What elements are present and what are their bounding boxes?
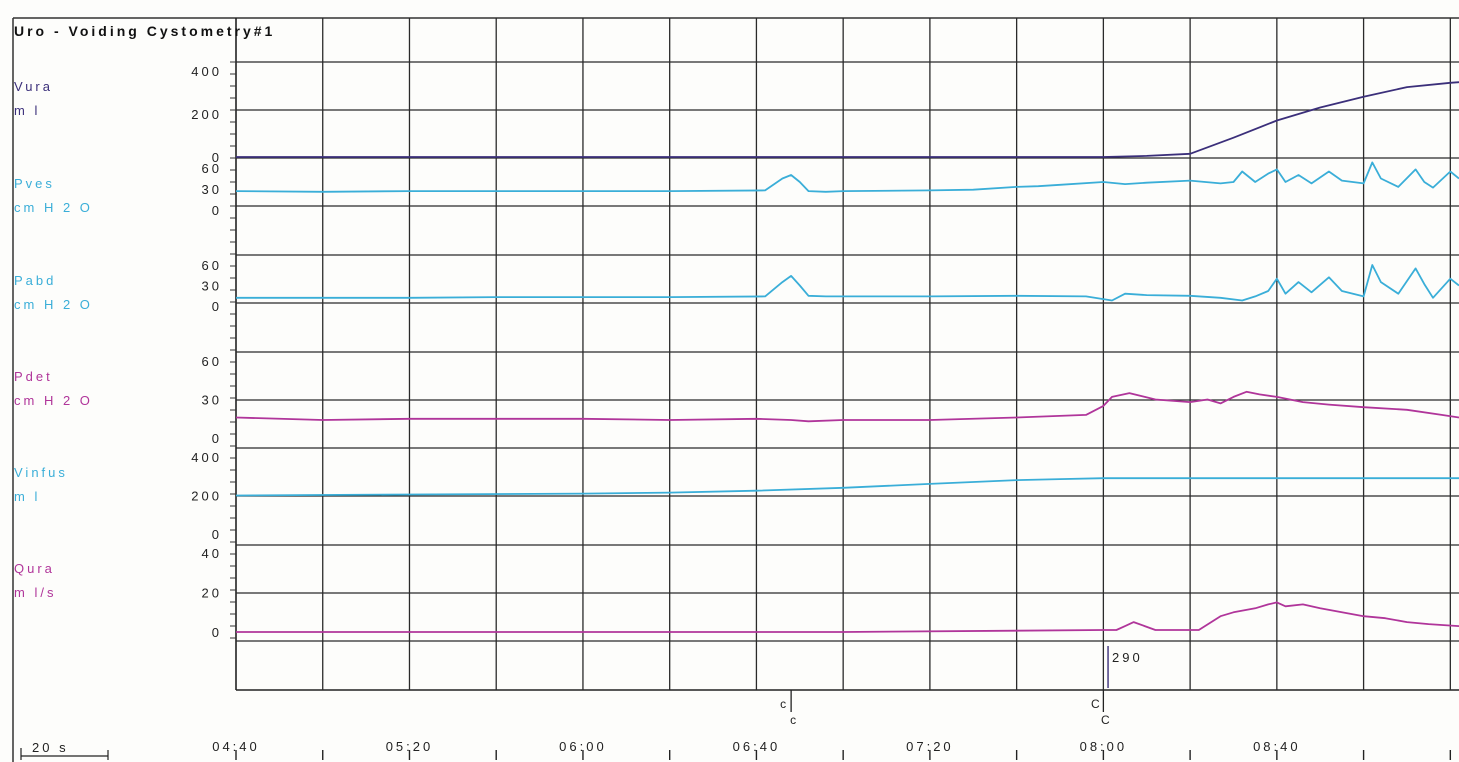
y-tick-label: 0 — [212, 203, 222, 218]
y-tick-label: 0 — [212, 150, 222, 165]
x-tick-label: 08:40 — [1253, 739, 1301, 754]
y-tick-label: 60 — [202, 161, 222, 176]
x-tick-label: 07:20 — [906, 739, 954, 754]
y-tick-label: 40 — [202, 546, 222, 561]
y-tick-label: 0 — [212, 299, 222, 314]
x-tick-label: 05:20 — [386, 739, 434, 754]
y-tick-label: 30 — [202, 393, 222, 408]
y-tick-label: 0 — [212, 625, 222, 640]
event-marker-label: C — [1091, 697, 1100, 711]
trace-qura — [236, 601, 1459, 633]
channel-unit-3: cm H 2 O — [14, 393, 93, 408]
chart-title: Uro - Voiding Cystometry#1 — [14, 23, 275, 39]
event-marker-label: c — [790, 713, 796, 727]
channel-unit-0: m l — [14, 103, 40, 118]
chart-grid — [12, 17, 1459, 762]
channel-unit-1: cm H 2 O — [14, 200, 93, 215]
chart-header: Uro - Voiding Cystometry#1 20 s — [14, 23, 275, 760]
channel-name-5: Qura — [14, 561, 55, 576]
time-scale-label: 20 s — [32, 740, 69, 755]
trace-vinfus — [235, 477, 1459, 497]
x-tick-label: 04:40 — [212, 739, 260, 754]
y-tick-label: 400 — [191, 450, 222, 465]
channel-name-3: Pdet — [14, 369, 53, 384]
channel-name-1: Pves — [14, 176, 55, 191]
annotation-label: 290 — [1112, 650, 1143, 665]
channel-name-4: Vinfus — [14, 465, 68, 480]
y-tick-label: 0 — [212, 527, 222, 542]
channel-unit-5: m l/s — [14, 585, 56, 600]
y-tick-label: 20 — [202, 586, 222, 601]
y-tick-label: 0 — [212, 431, 222, 446]
trace-pabd — [236, 264, 1459, 302]
trace-pves — [235, 161, 1459, 193]
y-tick-label: 200 — [191, 107, 222, 122]
y-tick-label: 60 — [202, 354, 222, 369]
time-axis: 04:40 05:20 06:00 06:40 07:20 08:00 08:40 cc CC 2… — [212, 646, 1452, 760]
trace-vura — [236, 81, 1459, 158]
x-tick-label: 06:40 — [733, 739, 781, 754]
channel-name-2: Pabd — [14, 273, 56, 288]
x-tick-label: 06:00 — [559, 739, 607, 754]
trace-pdet — [235, 390, 1459, 423]
traces — [235, 81, 1459, 633]
y-tick-label: 400 — [191, 64, 222, 79]
channel-name-0: Vura — [14, 79, 53, 94]
x-tick-label: 08:00 — [1080, 739, 1128, 754]
event-marker-label: C — [1101, 713, 1110, 727]
event-marker-label: c — [780, 697, 786, 711]
y-tick-label: 30 — [202, 279, 222, 294]
y-tick-label: 60 — [202, 258, 222, 273]
y-tick-label: 200 — [191, 489, 222, 504]
channel-unit-2: cm H 2 O — [14, 297, 93, 312]
channel-unit-4: m l — [14, 489, 40, 504]
y-tick-label: 30 — [202, 182, 222, 197]
